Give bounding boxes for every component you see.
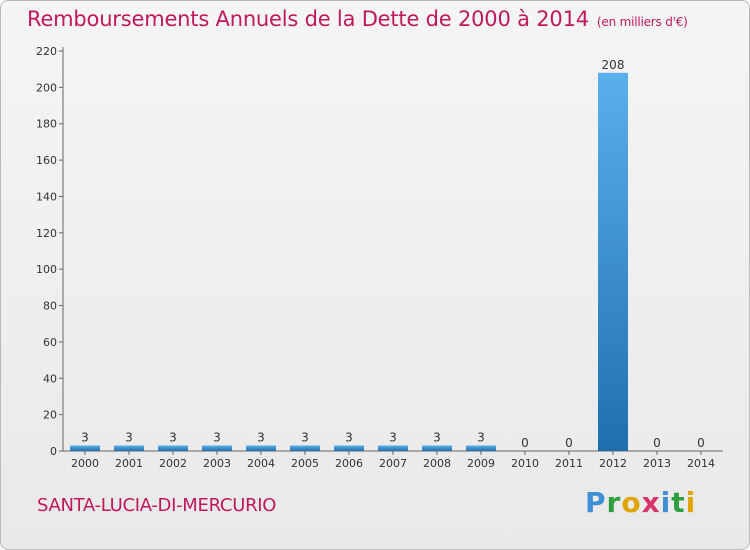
brand-letter: P bbox=[585, 486, 607, 519]
value-label: 3 bbox=[433, 431, 441, 445]
chart-title: Remboursements Annuels de la Dette de 20… bbox=[27, 7, 688, 31]
proxiti-logo[interactable]: Proxiti bbox=[585, 486, 696, 519]
y-tick-label: 60 bbox=[43, 336, 57, 349]
x-tick-label: 2010 bbox=[511, 457, 539, 470]
bar bbox=[422, 445, 452, 451]
bar bbox=[202, 445, 232, 451]
brand-letter: i bbox=[685, 486, 697, 519]
value-label: 3 bbox=[81, 431, 89, 445]
value-label: 3 bbox=[345, 431, 353, 445]
y-tick-label: 200 bbox=[36, 81, 57, 94]
x-tick-label: 2011 bbox=[555, 457, 583, 470]
x-tick-label: 2007 bbox=[379, 457, 407, 470]
brand-letter: r bbox=[606, 486, 622, 519]
x-tick-label: 2000 bbox=[71, 457, 99, 470]
y-tick-label: 40 bbox=[43, 372, 57, 385]
brand-letter: t bbox=[671, 486, 686, 519]
x-tick-label: 2012 bbox=[599, 457, 627, 470]
value-label: 3 bbox=[301, 431, 309, 445]
y-tick-label: 180 bbox=[36, 118, 57, 131]
value-label: 3 bbox=[257, 431, 265, 445]
y-tick-label: 160 bbox=[36, 154, 57, 167]
x-tick-label: 2002 bbox=[159, 457, 187, 470]
x-tick-label: 2009 bbox=[467, 457, 495, 470]
value-label: 3 bbox=[477, 431, 485, 445]
value-label: 3 bbox=[389, 431, 397, 445]
brand-letter: x bbox=[641, 486, 661, 519]
value-label: 0 bbox=[521, 436, 529, 450]
y-tick-label: 80 bbox=[43, 300, 57, 313]
x-tick-label: 2003 bbox=[203, 457, 231, 470]
y-tick-label: 0 bbox=[50, 445, 57, 458]
value-label: 3 bbox=[213, 431, 221, 445]
value-label: 0 bbox=[697, 436, 705, 450]
bar bbox=[290, 445, 320, 451]
x-tick-label: 2008 bbox=[423, 457, 451, 470]
commune-name: SANTA-LUCIA-DI-MERCURIO bbox=[37, 495, 277, 516]
y-tick-label: 220 bbox=[36, 45, 57, 58]
y-tick-label: 120 bbox=[36, 227, 57, 240]
x-tick-label: 2005 bbox=[291, 457, 319, 470]
brand-letter: i bbox=[660, 486, 672, 519]
value-label: 3 bbox=[125, 431, 133, 445]
bar bbox=[158, 445, 188, 451]
y-tick-label: 100 bbox=[36, 263, 57, 276]
bar bbox=[334, 445, 364, 451]
y-tick-label: 20 bbox=[43, 409, 57, 422]
x-tick-label: 2006 bbox=[335, 457, 363, 470]
value-label: 0 bbox=[653, 436, 661, 450]
x-tick-label: 2013 bbox=[643, 457, 671, 470]
bar bbox=[598, 72, 628, 452]
x-tick-label: 2004 bbox=[247, 457, 275, 470]
brand-letter: o bbox=[621, 486, 642, 519]
x-tick-label: 2001 bbox=[115, 457, 143, 470]
bar bbox=[378, 445, 408, 451]
bar bbox=[70, 445, 100, 451]
chart-unit: (en milliers d'€) bbox=[596, 15, 688, 29]
value-label: 208 bbox=[602, 58, 625, 72]
bar-chart: 0 20 40 60 80 100 120 140 160 180 200 220 3 2000 3 2001… bbox=[36, 45, 723, 470]
x-tick-label: 2014 bbox=[687, 457, 715, 470]
y-tick-label: 140 bbox=[36, 190, 57, 203]
bar bbox=[246, 445, 276, 451]
value-label: 0 bbox=[565, 436, 573, 450]
value-label: 3 bbox=[169, 431, 177, 445]
bar bbox=[466, 445, 496, 451]
bar bbox=[114, 445, 144, 451]
chart-title-text: Remboursements Annuels de la Dette de 20… bbox=[27, 7, 589, 31]
